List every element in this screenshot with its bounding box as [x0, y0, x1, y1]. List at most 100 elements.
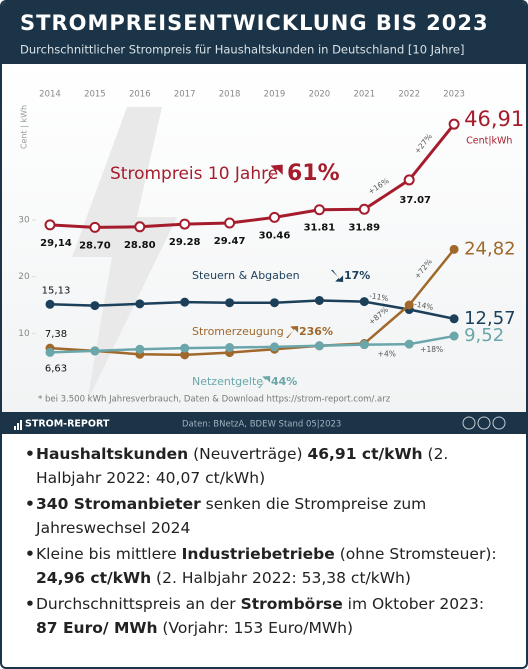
series-line — [49, 334, 455, 354]
data-label: 9,52 — [464, 325, 504, 346]
bullet-text: (2. Halbjahr 2022: 53,38 ct/kWh) — [151, 569, 411, 587]
y-tick-label: 10 — [18, 329, 30, 339]
x-tick-label: 2022 — [398, 90, 420, 100]
data-point — [269, 211, 280, 223]
data-point — [403, 174, 415, 186]
bullet-bold-text: Strombörse — [240, 595, 343, 613]
change-label: -14% — [413, 299, 434, 312]
bullet-text: senken die Strompreise zum Jahreswechsel… — [36, 495, 427, 537]
trend-arrow — [258, 375, 271, 389]
data-point — [135, 344, 145, 354]
x-tick-label: 2019 — [264, 90, 286, 100]
data-point — [224, 217, 236, 229]
lightning-bolt — [72, 107, 177, 402]
cc-icons — [462, 416, 506, 430]
data-label: 28.80 — [124, 240, 156, 251]
bullet-text: (2. Halbjahr 2022: 40,07 ct/kWh) — [36, 445, 449, 487]
bullet-bold-text: 87 Euro/ MWh — [36, 619, 158, 637]
data-point — [179, 218, 191, 230]
data-point — [359, 340, 369, 350]
bullet-text: (Neuverträge) — [188, 445, 308, 463]
data-label: 31.89 — [348, 222, 380, 233]
bullet: Durchschnittspreis an der Strombörse im … — [25, 592, 506, 640]
bullet: Kleine bis mittlere Industriebetriebe (o… — [25, 542, 506, 590]
bullet-bold-text: 24,96 ct/kWh — [36, 569, 152, 587]
data-point — [45, 299, 55, 309]
data-label: 31.81 — [304, 223, 336, 234]
data-point — [180, 343, 190, 353]
series-line — [49, 248, 456, 357]
data-label: 28.70 — [79, 240, 111, 251]
change-label: -11% — [369, 291, 390, 303]
x-tick-label: 2016 — [129, 90, 151, 100]
trend-arrow — [331, 269, 344, 283]
footer-brand: STROM-REPORT — [25, 419, 110, 430]
y-tick-label: 20 — [18, 272, 30, 282]
data-point — [134, 221, 146, 233]
data-point — [45, 347, 55, 357]
x-tick-label: 2015 — [84, 90, 106, 100]
x-tick-label: 2023 — [443, 90, 465, 100]
x-tick-label: 2014 — [39, 90, 61, 100]
series-name: Steuern & Abgaben — [192, 269, 300, 282]
series-line — [49, 123, 456, 229]
data-point — [404, 300, 414, 310]
data-point — [225, 298, 235, 308]
series-change: 236% — [299, 325, 333, 338]
data-label: 46,91 — [464, 107, 524, 131]
chart: STROMPREISENTWICKLUNG BIS 2023 Durchschn… — [2, 2, 526, 434]
data-label: 6,63 — [45, 363, 67, 374]
data-label: 30.46 — [259, 230, 291, 241]
y-axis-label: Cent | kWh — [20, 105, 29, 149]
data-point — [359, 297, 369, 307]
change-label: +4% — [378, 349, 396, 358]
data-label: 24,82 — [464, 238, 516, 259]
y-tick-label: 30 — [18, 216, 30, 226]
change-label: +18% — [420, 345, 443, 354]
data-point — [180, 297, 190, 307]
bullet-text: (ohne Stromsteuer): — [334, 545, 497, 563]
bullet: 340 Stromanbieter senken die Strompreise… — [25, 492, 506, 540]
series-line — [49, 299, 455, 320]
data-point — [358, 203, 370, 215]
x-tick-label: 2017 — [174, 90, 196, 100]
data-point — [404, 339, 414, 349]
series-change: 61% — [287, 161, 340, 186]
trend-arrow — [286, 325, 299, 339]
data-point — [89, 221, 101, 233]
data-label: 29,14 — [40, 238, 72, 249]
bullet: Haushaltskunden (Neuverträge) 46,91 ct/k… — [25, 442, 506, 490]
bullet-text: (Vorjahr: 153 Euro/MWh) — [157, 619, 354, 637]
data-label: 29.47 — [214, 236, 246, 247]
trend-arrow — [264, 164, 283, 184]
bullet-bold-text: 46,91 ct/kWh — [307, 445, 423, 463]
bullet-text: Kleine bis mittlere — [36, 545, 182, 563]
data-point — [225, 343, 235, 352]
bullet-bold-text: Industriebetriebe — [181, 545, 335, 563]
chart-title: STROMPREISENTWICKLUNG BIS 2023 — [20, 11, 489, 35]
data-label: 7,38 — [45, 329, 67, 340]
data-point — [313, 204, 325, 216]
footnote: * bei 3.500 kWh Jahresverbrauch, Daten &… — [38, 395, 391, 405]
data-point — [270, 298, 279, 308]
series-change: 44% — [271, 375, 297, 388]
series-name: Strompreis 10 Jahre — [110, 164, 278, 184]
x-tick-label: 2020 — [309, 90, 331, 100]
data-point — [314, 341, 324, 351]
series-name: Netzentgelte — [192, 375, 263, 388]
bullet-text: im Oktober 2023: — [342, 595, 485, 613]
bullet-list: Haushaltskunden (Neuverträge) 46,91 ct/k… — [24, 442, 506, 642]
data-label: 15,13 — [42, 285, 71, 296]
bullet-text: Durchschnittspreis an der — [36, 595, 241, 613]
x-tick-label: 2018 — [219, 90, 241, 100]
data-point — [270, 342, 279, 352]
chart-subtitle: Durchschnittlicher Strompreis für Hausha… — [20, 43, 464, 57]
data-label: 37.07 — [399, 195, 431, 206]
footer-bar — [2, 412, 526, 434]
data-point — [449, 314, 459, 324]
data-point — [44, 219, 56, 231]
bullet-bold-text: Haushaltskunden — [36, 445, 189, 463]
brand-icon — [14, 420, 22, 430]
series-change: 17% — [344, 269, 370, 282]
